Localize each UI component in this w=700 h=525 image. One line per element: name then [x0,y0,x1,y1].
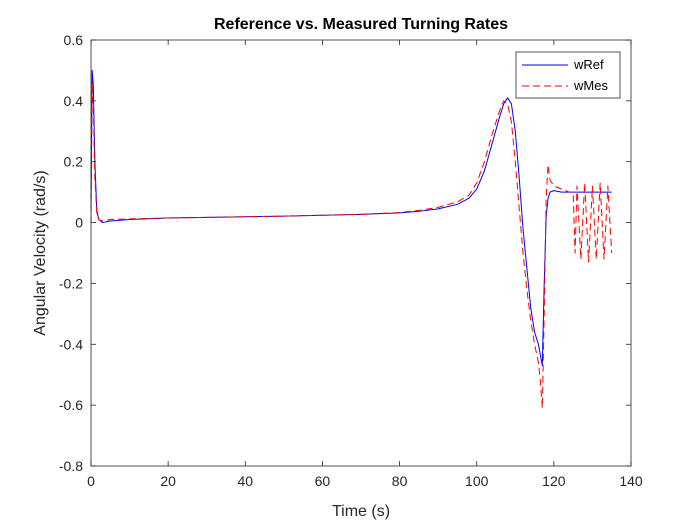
y-ticks: -0.8 -0.6 -0.4 -0.2 0 0.2 0.4 0.6 [59,32,631,474]
x-tick-label: 140 [619,473,643,489]
axes-box [90,39,632,467]
y-tick-label: 0.4 [64,93,84,109]
y-tick-label: -0.2 [59,275,83,291]
series-layer [90,69,613,409]
series-line-wref [90,69,612,367]
x-tick-label: 60 [315,473,331,489]
legend-label-wref: wRef [573,57,604,72]
x-tick-label: 120 [542,473,566,489]
x-tick-label: 20 [160,473,176,489]
x-tick-label: 80 [392,473,408,489]
y-tick-label: -0.6 [59,397,83,413]
legend-box [515,51,621,99]
chart-title: Reference vs. Measured Turning Rates [214,16,508,33]
x-tick-label: 0 [87,473,95,489]
y-tick-label: 0 [75,215,83,231]
plot-area [91,40,631,466]
y-tick-label: 0.2 [64,154,84,170]
series-line-wmes [90,82,613,409]
axes-frame [90,39,632,467]
y-tick-label: -0.4 [59,336,83,352]
y-tick-label: 0.6 [64,32,84,48]
x-tick-label: 40 [237,473,253,489]
x-axis-label: Time (s) [332,503,390,520]
y-tick-label: -0.8 [59,458,83,474]
x-tick-label: 100 [465,473,489,489]
legend-label-wmes: wMes [573,78,608,93]
y-axis-label: Angular Velocity (rad/s) [32,170,49,335]
legend: wRef wMes [515,51,621,99]
x-ticks: 0 20 40 60 80 100 120 140 [87,40,643,489]
